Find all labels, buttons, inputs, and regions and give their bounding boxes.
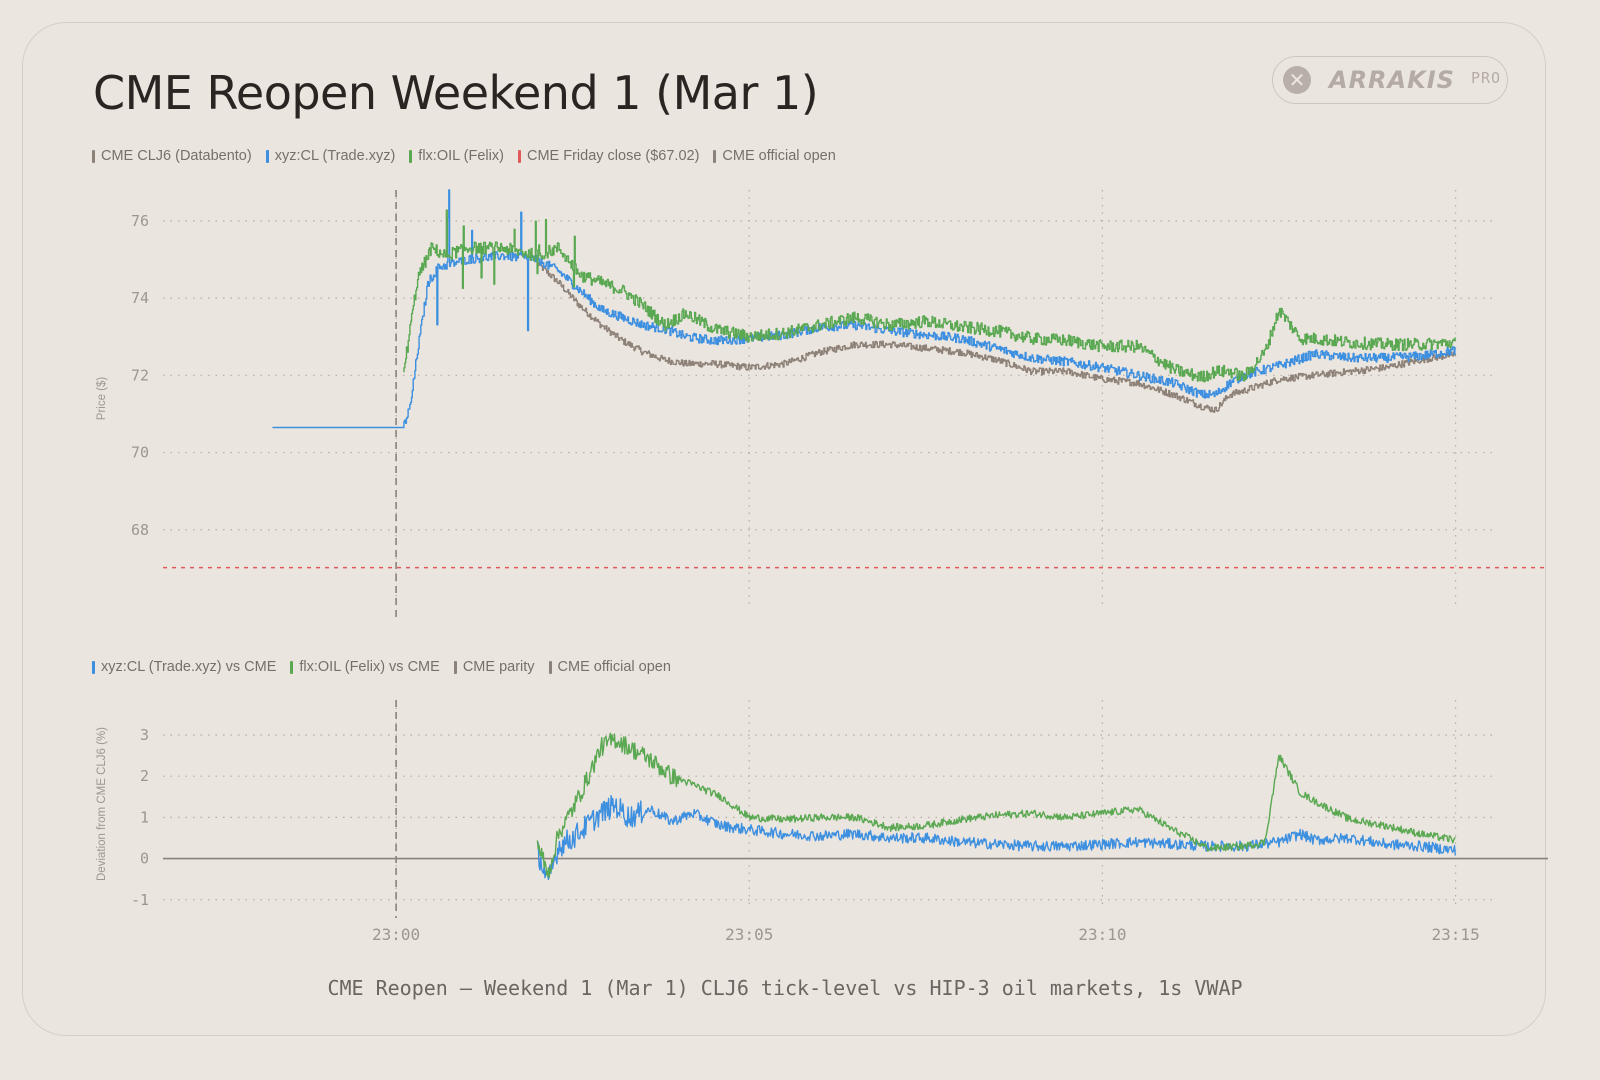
y-tick-label: 72	[131, 366, 149, 384]
price-legend-item[interactable]: flx:OIL (Felix)	[409, 148, 504, 164]
brand-tier: PRO	[1471, 69, 1502, 87]
x-tick-label: 23:15	[1432, 925, 1480, 944]
y-tick-label: 74	[131, 289, 149, 307]
chart-caption: CME Reopen — Weekend 1 (Mar 1) CLJ6 tick…	[327, 976, 1243, 1000]
price-legend-item[interactable]: CME CLJ6 (Databento)	[92, 148, 252, 164]
deviation-legend-item[interactable]: CME official open	[548, 659, 671, 675]
series-line-2	[536, 732, 1456, 879]
chart-card	[22, 22, 1546, 1036]
price-legend-item[interactable]: CME official open	[713, 148, 836, 164]
legend-swatch	[290, 660, 294, 674]
brand-name: ARRAKIS	[1329, 66, 1455, 94]
legend-label: CME CLJ6 (Databento)	[101, 148, 252, 164]
x-tick-label: 23:00	[372, 925, 420, 944]
series-line-3	[403, 209, 1456, 383]
y-tick-label: 70	[131, 444, 149, 462]
deviation-legend-item[interactable]: xyz:CL (Trade.xyz) vs CME	[92, 659, 276, 675]
y-tick-label: -1	[131, 891, 149, 909]
y-tick-label: 68	[131, 521, 149, 539]
legend-swatch	[92, 660, 95, 674]
y-axis-label: Deviation from CME CLJ6 (%)	[96, 727, 108, 881]
legend-label: CME official open	[557, 659, 671, 675]
y-tick-label: 1	[140, 808, 149, 826]
legend-swatch	[409, 149, 413, 163]
legend-swatch	[548, 660, 552, 674]
y-tick-label: 76	[131, 212, 149, 230]
legend-swatch	[517, 149, 521, 163]
y-tick-label: 2	[140, 767, 149, 785]
legend-swatch	[92, 149, 95, 163]
legend-label: flx:OIL (Felix) vs CME	[299, 659, 440, 675]
legend-swatch	[453, 660, 457, 674]
y-axis-label: Price ($)	[96, 377, 108, 421]
x-tick-label: 23:05	[725, 925, 773, 944]
legend-label: xyz:CL (Trade.xyz)	[274, 148, 396, 164]
legend-label: CME official open	[722, 148, 836, 164]
deviation-legend-item[interactable]: CME parity	[453, 659, 535, 675]
price-legend: CME CLJ6 (Databento) xyz:CL (Trade.xyz) fl…	[92, 148, 836, 164]
y-tick-label: 3	[140, 726, 149, 744]
legend-label: flx:OIL (Felix)	[418, 148, 504, 164]
series-line-1	[537, 261, 1456, 413]
price-legend-item[interactable]: CME Friday close ($67.02)	[517, 148, 700, 164]
legend-label: CME parity	[462, 659, 535, 675]
deviation-legend: xyz:CL (Trade.xyz) vs CME flx:OIL (Felix)…	[92, 659, 671, 675]
legend-swatch	[265, 149, 269, 163]
arrakis-logo-icon: ✕	[1283, 66, 1311, 94]
brand-badge[interactable]: ✕ ARRAKIS PRO	[1272, 56, 1508, 104]
legend-label: xyz:CL (Trade.xyz) vs CME	[101, 659, 277, 675]
y-tick-label: 0	[140, 850, 149, 868]
legend-label: CME Friday close ($67.02)	[526, 148, 700, 164]
price-legend-item[interactable]: xyz:CL (Trade.xyz)	[265, 148, 396, 164]
legend-swatch	[713, 149, 717, 163]
page-title: CME Reopen Weekend 1 (Mar 1)	[93, 66, 819, 120]
series-line-1	[537, 795, 1456, 881]
deviation-legend-item[interactable]: flx:OIL (Felix) vs CME	[290, 659, 440, 675]
x-tick-label: 23:10	[1078, 925, 1126, 944]
